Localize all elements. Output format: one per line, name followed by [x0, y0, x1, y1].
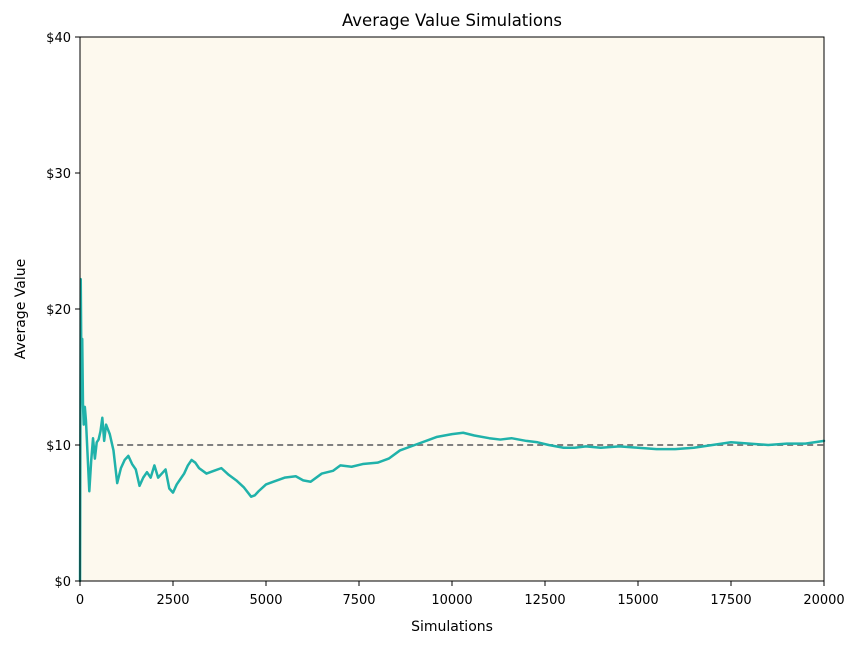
x-tick-label: 15000 — [617, 593, 658, 608]
chart-title: Average Value Simulations — [342, 11, 562, 30]
y-tick-label: $30 — [46, 167, 71, 182]
series-line-0 — [78, 277, 826, 583]
y-tick-label: $0 — [54, 575, 71, 590]
x-tick-label: 10000 — [431, 593, 472, 608]
x-tick-label: 17500 — [710, 593, 751, 608]
x-tick-label: 0 — [76, 593, 84, 608]
x-tick-label: 7500 — [342, 593, 375, 608]
y-axis-title: Average Value — [13, 259, 29, 359]
y-tick-label: $20 — [46, 303, 71, 318]
x-axis-title: Simulations — [411, 619, 493, 635]
plot-area — [80, 37, 824, 581]
y-tick-label: $10 — [46, 439, 71, 454]
y-tick-label: $40 — [46, 31, 71, 46]
x-tick-label: 12500 — [524, 593, 565, 608]
x-tick-label: 5000 — [249, 593, 282, 608]
x-tick-label: 2500 — [156, 593, 189, 608]
x-tick-label: 20000 — [803, 593, 844, 608]
